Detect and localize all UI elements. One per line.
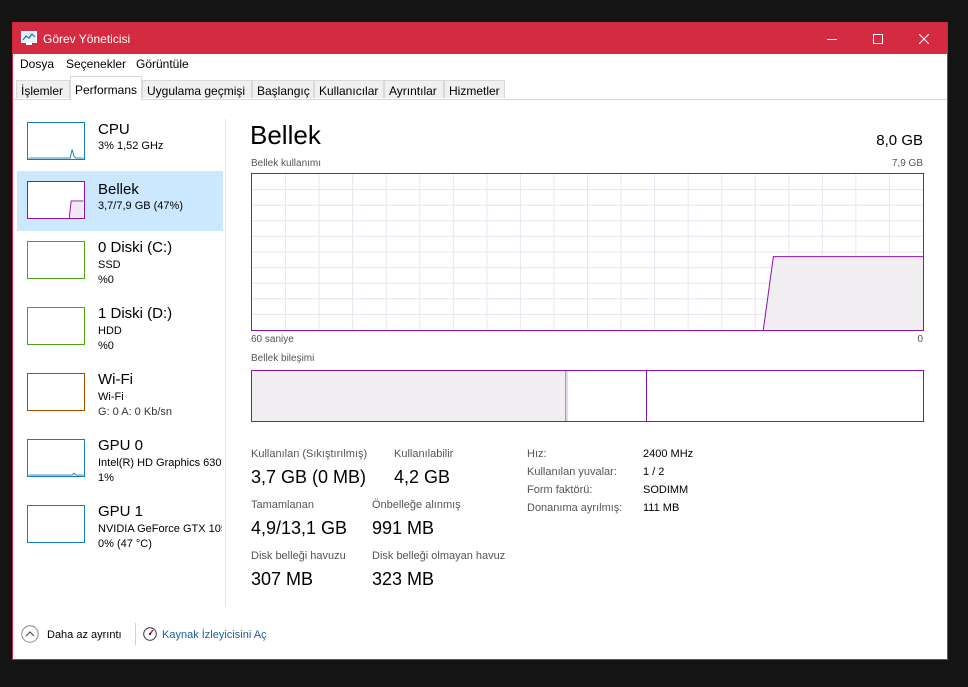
sidebar-item-detail: Intel(R) HD Graphics 630 xyxy=(98,457,222,469)
hardware-reserved-value: 111 MB xyxy=(643,502,680,514)
menu-bar: Dosya Seçenekler Görüntüle xyxy=(13,54,947,74)
tab-performance[interactable]: Performans xyxy=(70,76,142,100)
sidebar-item-detail: %0 xyxy=(98,340,114,352)
sidebar-item-wifi[interactable]: Wi-Fi Wi-Fi G: 0 A: 0 Kb/sn xyxy=(17,365,223,429)
page-title: Bellek xyxy=(250,120,321,150)
usage-line xyxy=(762,256,923,330)
task-manager-window: Görev Yöneticisi Dosya Seçenekler Görünt… xyxy=(12,22,948,660)
sidebar-item-detail: HDD xyxy=(98,325,122,337)
x-axis-right-label: 0 xyxy=(917,334,923,345)
menu-options[interactable]: Seçenekler xyxy=(66,57,127,71)
usage-graph-max: 7,9 GB xyxy=(891,158,923,169)
cpu-thumbnail xyxy=(27,122,85,160)
menu-file[interactable]: Dosya xyxy=(20,57,55,71)
sidebar-item-label: Bellek xyxy=(98,181,139,198)
committed-value: 4,9/13,1 GB xyxy=(251,518,348,538)
gpu-1-thumbnail xyxy=(27,505,85,543)
footer: Daha az ayrıntı Kaynak İzleyicisini Aç xyxy=(13,615,947,655)
sidebar-item-detail: 0% (47 °C) xyxy=(98,538,152,550)
minimize-button[interactable] xyxy=(809,23,855,54)
sidebar-item-detail: %0 xyxy=(98,274,114,286)
composition-modified[interactable] xyxy=(565,371,568,421)
sidebar-item-detail: 3% 1,52 GHz xyxy=(98,140,164,152)
disk-c-thumbnail xyxy=(27,241,85,279)
composition-standby-divider[interactable] xyxy=(646,371,647,421)
nonpaged-pool-value: 323 MB xyxy=(372,569,435,589)
composition-in-use[interactable] xyxy=(252,371,565,421)
sidebar-item-label: Wi-Fi xyxy=(98,371,133,388)
slots-label: Kullanılan yuvalar: xyxy=(527,466,617,478)
wifi-thumbnail xyxy=(27,373,85,411)
sidebar-item-detail: 1% xyxy=(98,472,114,484)
sidebar-item-memory[interactable]: Bellek 3,7/7,9 GB (47%) xyxy=(17,171,223,231)
disk-d-thumbnail xyxy=(27,307,85,345)
tab-startup[interactable]: Başlangıç xyxy=(252,80,314,98)
fewer-details-link[interactable]: Daha az ayrıntı xyxy=(47,629,122,641)
cached-value: 991 MB xyxy=(372,518,435,538)
slots-value: 1 / 2 xyxy=(643,466,665,478)
task-manager-icon xyxy=(21,31,37,45)
memory-thumbnail xyxy=(27,181,85,219)
tab-services[interactable]: Hizmetler xyxy=(444,80,505,98)
usage-graph-label: Bellek kullanımı xyxy=(251,158,322,169)
tab-app-history[interactable]: Uygulama geçmişi xyxy=(142,80,252,98)
usage-area xyxy=(763,256,923,330)
available-label: Kullanılabilir xyxy=(394,448,454,460)
nonpaged-pool-label: Disk belleği olmayan havuz xyxy=(372,550,506,562)
memory-composition-bar xyxy=(251,370,924,422)
hardware-reserved-label: Donanıma ayrılmış: xyxy=(527,502,623,514)
gpu-0-thumbnail xyxy=(27,439,85,477)
chevron-up-icon xyxy=(21,625,39,643)
sidebar-item-label: GPU 1 xyxy=(98,503,144,520)
sidebar-item-label: 0 Diski (C:) xyxy=(98,239,173,256)
tab-details[interactable]: Ayrıntılar xyxy=(384,80,444,98)
paged-pool-label: Disk belleği havuzu xyxy=(251,550,346,562)
menu-view[interactable]: Görüntüle xyxy=(136,57,189,71)
title-bar[interactable]: Görev Yöneticisi xyxy=(13,23,947,54)
window-title: Görev Yöneticisi xyxy=(43,32,131,46)
memory-usage-graph xyxy=(251,173,924,331)
committed-label: Tamamlanan xyxy=(251,499,314,511)
sidebar-item-detail: 3,7/7,9 GB (47%) xyxy=(98,200,183,212)
footer-divider xyxy=(135,623,136,645)
sidebar-item-label: 1 Diski (D:) xyxy=(98,305,173,322)
sidebar-item-disk-c[interactable]: 0 Diski (C:) SSD %0 xyxy=(17,233,223,297)
sidebar-item-cpu[interactable]: CPU 3% 1,52 GHz xyxy=(17,119,223,179)
maximize-button[interactable] xyxy=(855,23,901,54)
close-button[interactable] xyxy=(901,23,947,54)
in-use-value: 3,7 GB (0 MB) xyxy=(251,467,367,487)
composition-label: Bellek bileşimi xyxy=(251,353,315,364)
sidebar-item-label: GPU 0 xyxy=(98,437,144,454)
sidebar-item-detail: G: 0 A: 0 Kb/sn xyxy=(98,406,172,418)
sidebar-item-gpu-0[interactable]: GPU 0 Intel(R) HD Graphics 630 1% xyxy=(17,431,223,495)
x-axis-left-label: 60 saniye xyxy=(251,334,294,345)
available-value: 4,2 GB xyxy=(394,467,451,487)
paged-pool-value: 307 MB xyxy=(251,569,314,589)
maximize-icon xyxy=(873,33,883,44)
sidebar-item-detail: Wi-Fi xyxy=(98,391,124,403)
memory-usage-plot xyxy=(252,174,923,330)
open-resource-monitor-link[interactable]: Kaynak İzleyicisini Aç xyxy=(162,629,267,641)
tab-strip: İşlemler Performans Uygulama geçmişi Baş… xyxy=(13,75,947,100)
speed-value: 2400 MHz xyxy=(643,448,694,460)
performance-sidebar: CPU 3% 1,52 GHz Bellek 3,7/7,9 GB (47%) … xyxy=(17,119,223,605)
speed-label: Hız: xyxy=(527,448,547,460)
form-factor-label: Form faktörü: xyxy=(527,484,593,496)
close-icon xyxy=(919,33,929,44)
form-factor-value: SODIMM xyxy=(643,484,689,496)
minimize-icon xyxy=(827,38,837,40)
sidebar-item-detail: SSD xyxy=(98,259,121,271)
sidebar-divider xyxy=(225,119,226,607)
total-memory: 8,0 GB xyxy=(876,132,923,149)
sidebar-item-gpu-1[interactable]: GPU 1 NVIDIA GeForce GTX 105 0% (47 °C) xyxy=(17,497,223,561)
tab-processes[interactable]: İşlemler xyxy=(16,80,70,98)
sidebar-item-disk-d[interactable]: 1 Diski (D:) HDD %0 xyxy=(17,299,223,363)
in-use-label: Kullanılan (Sıkıştırılmış) xyxy=(251,448,368,460)
cached-label: Önbelleğe alınmış xyxy=(372,499,461,511)
sidebar-item-label: CPU xyxy=(98,121,130,138)
tab-users[interactable]: Kullanıcılar xyxy=(314,80,384,98)
resource-monitor-icon xyxy=(143,627,157,641)
sidebar-item-detail: NVIDIA GeForce GTX 105 xyxy=(98,523,222,535)
fewer-details-button[interactable] xyxy=(21,625,39,643)
